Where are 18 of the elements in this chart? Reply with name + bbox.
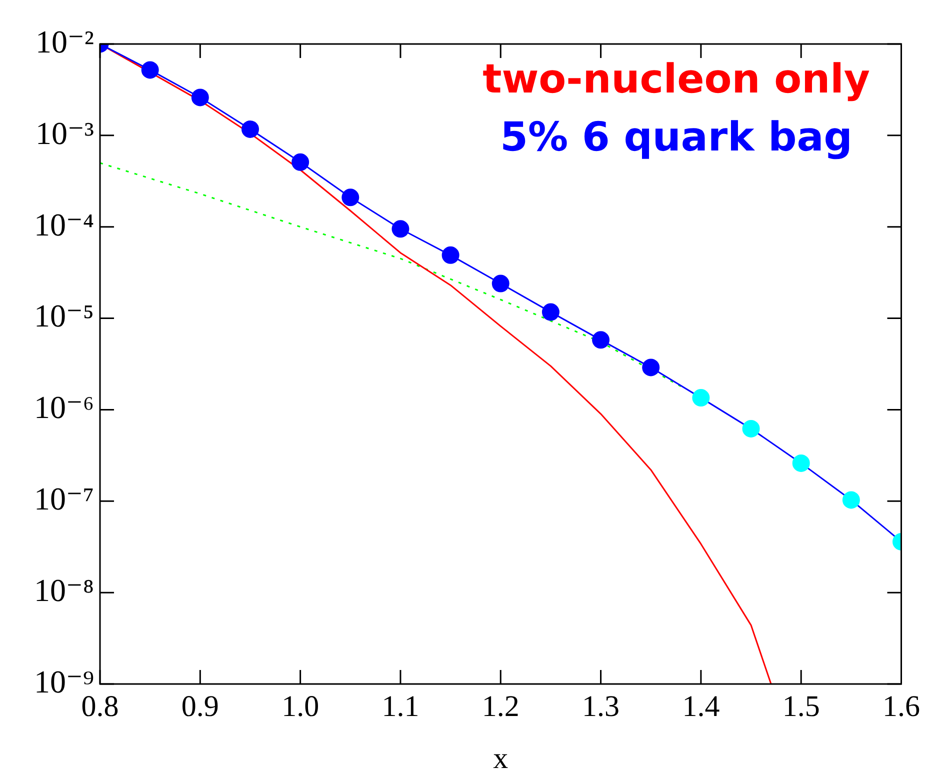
x-tick-label: 1.5 (782, 690, 820, 723)
text: 5% 6 quark bag (500, 114, 852, 160)
y-tick-label: 10⁻² (36, 23, 94, 60)
x-tick-label: 1.2 (482, 690, 520, 723)
y-tick-label: 10⁻⁸ (34, 572, 94, 608)
y-tick-label: 10⁻⁷ (34, 480, 94, 517)
text: two-nucleon only (482, 56, 870, 102)
y-tick-label: 10⁻⁵ (34, 298, 94, 334)
y-tick-label: 10⁻⁴ (34, 206, 94, 242)
x-tick-label: 1.0 (282, 690, 320, 723)
y-tick-label: 10⁻³ (36, 114, 94, 151)
x-tick-label: 1.1 (382, 690, 420, 723)
y-tick-label: 10⁻⁶ (34, 389, 94, 426)
x-axis-title: x (493, 742, 508, 775)
x-tick-label: 1.3 (582, 690, 620, 723)
x-tick-label: 0.9 (181, 690, 219, 723)
x-tick-label: 1.4 (682, 690, 720, 723)
x-tick-label: 1.6 (882, 690, 920, 723)
